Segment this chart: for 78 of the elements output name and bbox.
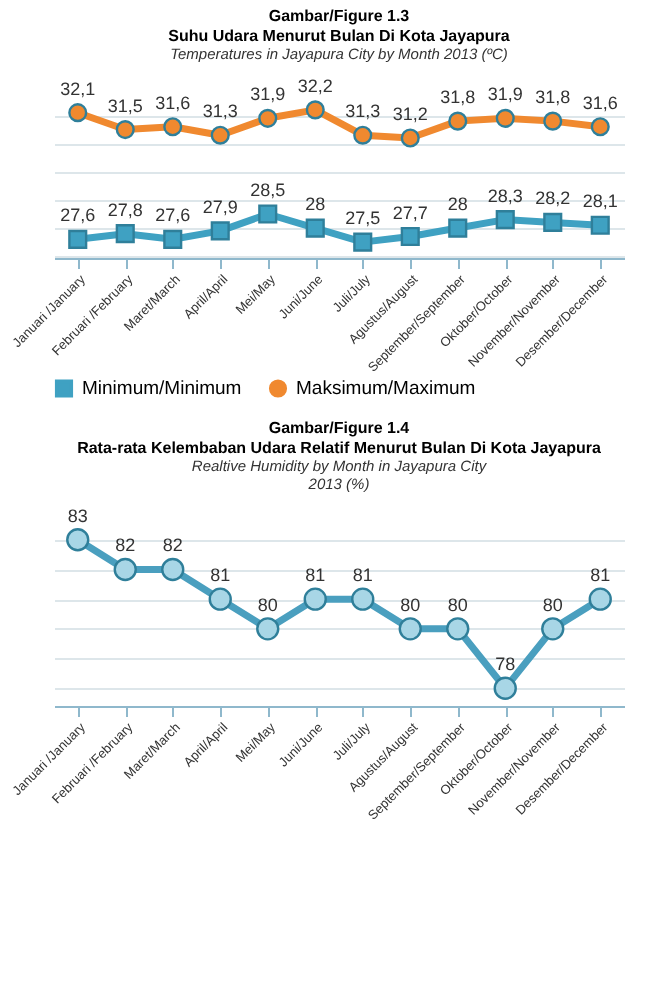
data-label: 80 [400, 594, 421, 615]
data-label: 28 [305, 194, 326, 215]
point [493, 676, 517, 700]
point [495, 108, 515, 128]
point [68, 229, 88, 249]
data-label: 81 [590, 565, 611, 586]
chart-subtitle: Rata-rata Kelembaban Udara Relatif Menurut Bulan Di Kota Jayapura [77, 438, 602, 457]
point [400, 128, 420, 148]
point [258, 108, 278, 128]
point [541, 617, 565, 641]
data-label: 31,8 [440, 87, 476, 108]
point [446, 617, 470, 641]
data-label: 27,9 [202, 196, 238, 217]
data-label: 27,6 [60, 205, 96, 226]
point [161, 557, 185, 582]
data-label: 31,6 [582, 92, 618, 113]
data-label: 32,2 [297, 75, 333, 96]
point [543, 111, 563, 131]
data-label: 28 [447, 194, 468, 215]
point [353, 232, 373, 252]
data-label: 28,1 [582, 191, 618, 212]
data-label: 27,8 [107, 199, 143, 220]
data-label: 31,3 [345, 101, 381, 122]
chart-title: Gambar/Figure 1.4 [268, 418, 411, 437]
data-label: 78 [495, 654, 516, 675]
point [68, 103, 88, 123]
data-label: 28,2 [535, 188, 571, 209]
data-label: 31,2 [392, 104, 428, 125]
point [258, 204, 278, 224]
data-label: 81 [352, 565, 373, 586]
data-label: 31,9 [487, 84, 523, 105]
data-label: 80 [447, 594, 468, 615]
point [66, 528, 90, 552]
data-label: 80 [257, 594, 278, 615]
point [400, 226, 420, 247]
point [305, 100, 325, 120]
point [115, 120, 135, 140]
data-label: 32,1 [60, 78, 96, 99]
point [113, 557, 137, 582]
point [210, 221, 230, 241]
data-label: 82 [115, 535, 136, 556]
data-label: 81 [305, 565, 326, 586]
point [210, 125, 230, 145]
point [351, 587, 375, 611]
legend-label: Minimum/Minimum [82, 378, 242, 401]
point [303, 587, 327, 611]
point [163, 117, 183, 137]
point [115, 224, 135, 244]
data-label: 81 [210, 565, 231, 586]
point [163, 229, 183, 249]
point [353, 125, 373, 145]
point [588, 587, 612, 611]
chart-subtitle: Suhu Udara Menurut Bulan Di Kota Jayapura [168, 26, 511, 45]
data-label: 31,8 [535, 87, 571, 108]
data-label: 31,3 [202, 101, 238, 122]
data-label: 27,5 [345, 208, 381, 229]
legend-label: Maksimum/Maximum [296, 378, 476, 401]
chart-title: Gambar/Figure 1.3 [268, 6, 411, 25]
data-label: 31,5 [107, 95, 143, 116]
point [590, 215, 610, 235]
data-label: 28,5 [250, 179, 286, 200]
data-label: 31,6 [155, 92, 191, 113]
point [305, 218, 325, 238]
point [398, 617, 422, 641]
data-label: 31,9 [250, 84, 286, 105]
point [495, 210, 515, 230]
data-label: 82 [162, 535, 183, 556]
data-label: 80 [542, 594, 563, 615]
point [448, 111, 468, 131]
point [590, 117, 610, 137]
point [208, 587, 232, 611]
data-label: 27,6 [155, 205, 191, 226]
data-label: 28,3 [487, 185, 523, 206]
data-label: 27,7 [392, 202, 428, 223]
data-label: 83 [67, 505, 88, 526]
point [448, 218, 468, 238]
point [543, 212, 563, 232]
point [256, 617, 280, 641]
